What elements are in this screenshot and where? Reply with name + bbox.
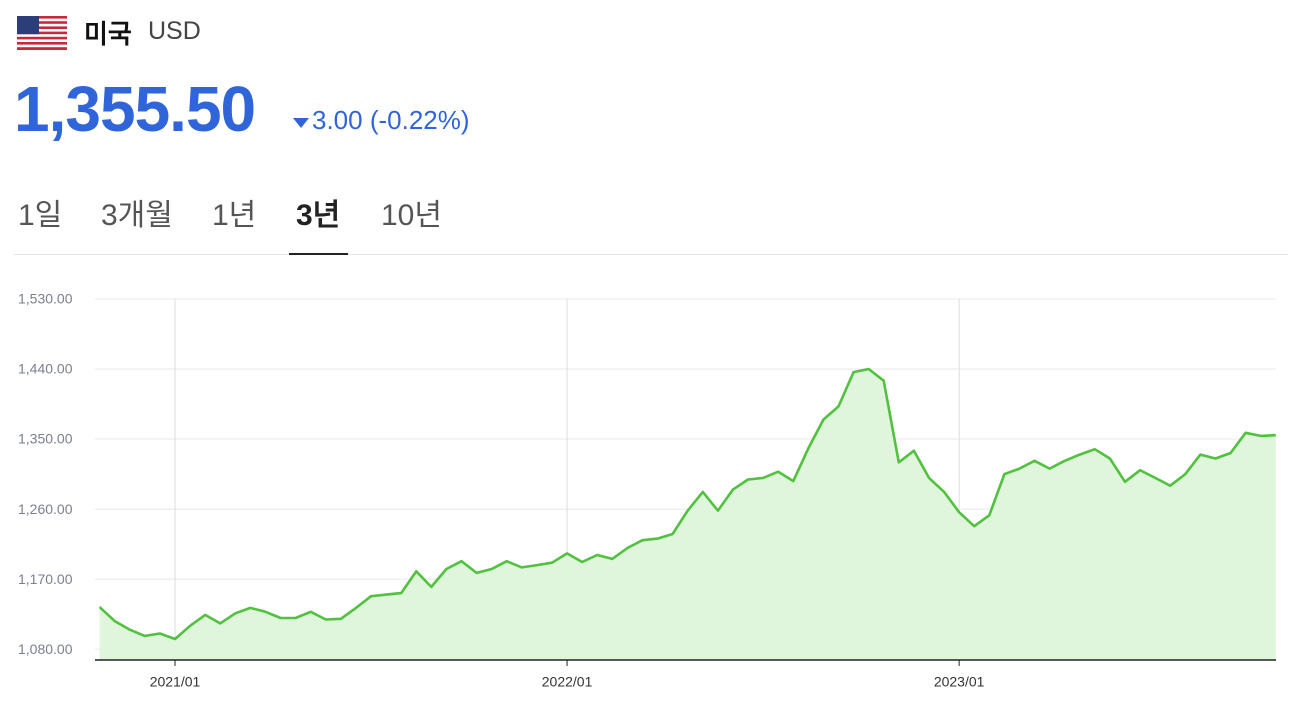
exchange-rate: 1,355.50	[14, 73, 256, 145]
period-tab[interactable]: 1년	[212, 199, 257, 232]
x-tick-label: 2023/01	[934, 674, 985, 690]
currency-code: USD	[148, 17, 201, 45]
period-tab[interactable]: 3년	[296, 199, 341, 232]
x-tick-label: 2022/01	[542, 674, 593, 690]
tab-underline	[289, 253, 348, 255]
period-tab[interactable]: 3개월	[101, 199, 173, 232]
line	[98, 367, 1276, 641]
y-tick-label: 1,260.00	[18, 501, 73, 517]
y-tick-label: 1,080.00	[18, 641, 73, 657]
country-name: 미국	[84, 19, 132, 49]
area	[99, 369, 1276, 660]
period-tab[interactable]: 1일	[18, 199, 63, 232]
y-tick-label: 1,530.00	[18, 291, 73, 307]
y-tick-label: 1,350.00	[18, 431, 73, 447]
y-tick-label: 1,440.00	[18, 361, 73, 377]
rate-change: 3.00 (-0.22%)	[312, 105, 470, 135]
down-arrow	[293, 118, 309, 128]
x-tick-label: 2021/01	[150, 674, 201, 690]
period-tab[interactable]: 10년	[381, 199, 442, 232]
flag-icon	[17, 16, 67, 50]
y-tick-label: 1,170.00	[18, 571, 73, 587]
